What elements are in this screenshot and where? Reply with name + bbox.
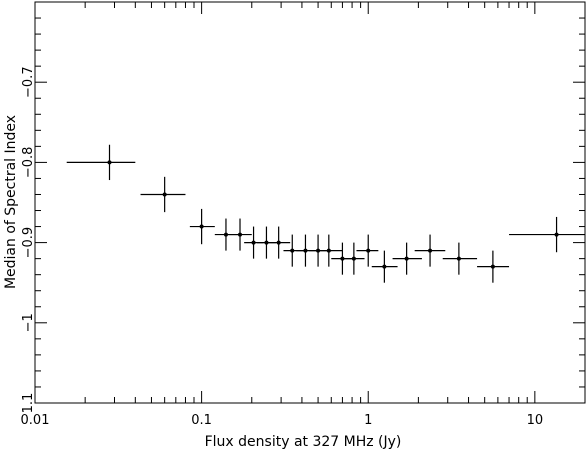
data-point [303, 248, 308, 253]
x-tick-label: 10 [527, 413, 544, 428]
y-tick-label: −0.9 [21, 227, 36, 259]
data-point [456, 256, 461, 261]
data-point [290, 248, 295, 253]
y-tick-label: −1 [21, 313, 36, 332]
data-point [264, 240, 269, 245]
data-point [238, 232, 243, 237]
y-tick-label: −0.8 [21, 147, 36, 179]
y-axis-label: Median of Spectral Index [3, 115, 19, 289]
plot-area: 0.01 0.1 1 10 −0.7 −0.8 −0.9 −1 1.1 [21, 1, 586, 428]
data-point [162, 192, 167, 197]
x-tick-label: 1 [364, 413, 372, 428]
x-axis-label: Flux density at 327 MHz (Jy) [205, 434, 402, 450]
data-point [107, 160, 112, 165]
plot-frame [34, 1, 586, 404]
data-point [404, 256, 409, 261]
data-point [199, 224, 204, 229]
y-tick-label: 1.1 [21, 393, 36, 414]
data-point [366, 248, 371, 253]
data-point [276, 240, 281, 245]
data-point [326, 248, 331, 253]
data-point [382, 264, 387, 269]
data-point [554, 232, 559, 237]
data-point [223, 232, 228, 237]
x-tick-label: 0.1 [191, 413, 212, 428]
data-point [490, 264, 495, 269]
data-point [428, 248, 433, 253]
y-tick-label: −0.7 [21, 66, 36, 98]
data-point [351, 256, 356, 261]
data-point [251, 240, 256, 245]
x-tick-label: 0.01 [21, 413, 50, 428]
